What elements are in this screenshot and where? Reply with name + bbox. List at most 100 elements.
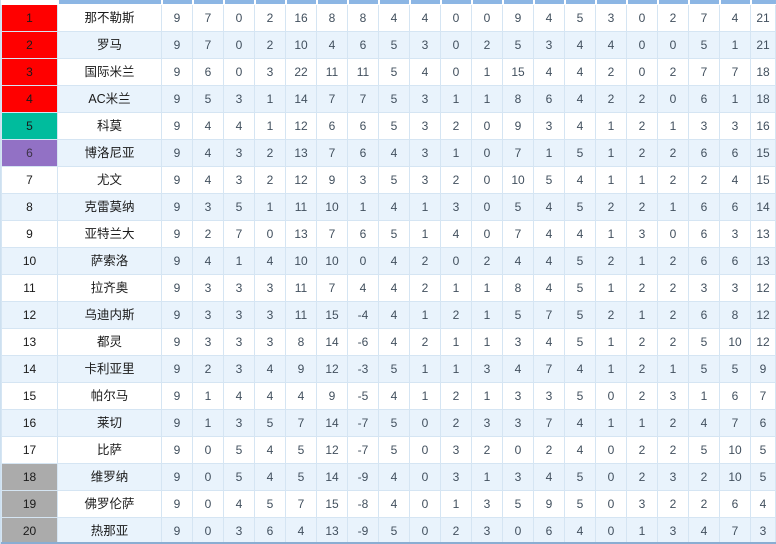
stat-cell: 9 [161, 517, 193, 544]
stat-cell: 4 [378, 328, 410, 356]
stat-cell: 0 [223, 4, 255, 32]
stat-cell: 5 [564, 193, 596, 221]
stat-cell: 1 [440, 328, 472, 356]
stat-cell: 3 [409, 139, 441, 167]
team-name-link[interactable]: 国际米兰 [57, 58, 162, 86]
stat-cell: 1 [471, 328, 503, 356]
stat-cell: 8 [502, 85, 534, 113]
stat-cell: 4 [595, 31, 627, 59]
points-cell: 13 [750, 220, 776, 248]
stat-cell: 2 [254, 139, 286, 167]
stat-cell: 9 [285, 355, 317, 383]
team-name-link[interactable]: 都灵 [57, 328, 162, 356]
team-name-link[interactable]: 帕尔马 [57, 382, 162, 410]
stat-cell: 3 [223, 409, 255, 437]
stat-cell: 1 [409, 355, 441, 383]
stat-cell: 5 [223, 463, 255, 491]
team-name-link[interactable]: 那不勒斯 [57, 4, 162, 32]
stat-cell: 0 [471, 139, 503, 167]
team-name-link[interactable]: 尤文 [57, 166, 162, 194]
stat-cell: 3 [409, 166, 441, 194]
stat-cell: 0 [595, 463, 627, 491]
team-name-link[interactable]: 乌迪内斯 [57, 301, 162, 329]
team-name-link[interactable]: 亚特兰大 [57, 220, 162, 248]
team-name-link[interactable]: 科莫 [57, 112, 162, 140]
stat-cell: 6 [719, 490, 751, 518]
team-name-link[interactable]: 佛罗伦萨 [57, 490, 162, 518]
team-name-link[interactable]: AC米兰 [57, 85, 162, 113]
stat-cell: 3 [440, 436, 472, 464]
team-name-link[interactable]: 博洛尼亚 [57, 139, 162, 167]
stat-cell: 2 [471, 436, 503, 464]
stat-cell: 4 [533, 274, 565, 302]
position-cell: 4 [1, 85, 58, 113]
stat-cell: 2 [595, 58, 627, 86]
table-row: 18 维罗纳 9 0 5 4 5 14 -9 4 0 3 1 3 4 5 0 2 3 2 10 5 [1, 463, 776, 491]
stat-cell: 6 [688, 220, 720, 248]
stat-cell: 3 [254, 58, 286, 86]
stat-cell: 9 [161, 193, 193, 221]
stat-cell: 6 [688, 139, 720, 167]
stat-cell: 6 [719, 247, 751, 275]
stat-cell: 8 [502, 274, 534, 302]
stat-cell: 2 [254, 31, 286, 59]
stat-cell: 6 [688, 301, 720, 329]
stat-cell: 7 [316, 274, 348, 302]
stat-cell: 4 [688, 409, 720, 437]
stat-cell: 3 [502, 463, 534, 491]
stat-cell: 0 [223, 58, 255, 86]
team-name-link[interactable]: 拉齐奥 [57, 274, 162, 302]
stat-cell: 9 [161, 4, 193, 32]
stat-cell: 3 [223, 274, 255, 302]
stat-cell: 5 [502, 301, 534, 329]
stat-cell: 1 [626, 301, 658, 329]
stat-cell: 11 [316, 58, 348, 86]
stat-cell: 5 [378, 355, 410, 383]
team-name-link[interactable]: 热那亚 [57, 517, 162, 544]
team-name-link[interactable]: 卡利亚里 [57, 355, 162, 383]
points-cell: 14 [750, 193, 776, 221]
stat-cell: 6 [688, 85, 720, 113]
stat-cell: 7 [192, 31, 224, 59]
team-name-link[interactable]: 比萨 [57, 436, 162, 464]
stat-cell: 0 [502, 517, 534, 544]
team-name-link[interactable]: 萨索洛 [57, 247, 162, 275]
stat-cell: 4 [378, 382, 410, 410]
position-cell: 14 [1, 355, 58, 383]
stat-cell: 9 [161, 112, 193, 140]
stat-cell: 7 [316, 139, 348, 167]
stat-cell: 9 [161, 409, 193, 437]
stat-cell: -4 [347, 301, 379, 329]
stat-cell: 5 [285, 436, 317, 464]
stat-cell: 3 [595, 4, 627, 32]
table-row: 6 博洛尼亚 9 4 3 2 13 7 6 4 3 1 0 7 1 5 1 2 2 6 6 15 [1, 139, 776, 167]
stat-cell: 4 [533, 58, 565, 86]
stat-cell: 0 [626, 31, 658, 59]
stat-cell: 9 [161, 382, 193, 410]
stat-cell: 9 [161, 274, 193, 302]
stat-cell: 3 [471, 355, 503, 383]
stat-cell: 4 [192, 139, 224, 167]
team-name-link[interactable]: 罗马 [57, 31, 162, 59]
stat-cell: 3 [626, 220, 658, 248]
stat-cell: 1 [657, 355, 689, 383]
stat-cell: 3 [254, 328, 286, 356]
stat-cell: 5 [378, 85, 410, 113]
table-row: 4 AC米兰 9 5 3 1 14 7 7 5 3 1 1 8 6 4 2 2 0 6 1 18 [1, 85, 776, 113]
stat-cell: 4 [223, 490, 255, 518]
stat-cell: 7 [285, 490, 317, 518]
stat-cell: 0 [595, 382, 627, 410]
stat-cell: 7 [347, 85, 379, 113]
stat-cell: 4 [378, 301, 410, 329]
stat-cell: 5 [564, 274, 596, 302]
team-name-link[interactable]: 克雷莫纳 [57, 193, 162, 221]
stat-cell: 0 [409, 517, 441, 544]
stat-cell: 9 [161, 31, 193, 59]
stat-cell: 5 [285, 463, 317, 491]
stat-cell: 1 [471, 85, 503, 113]
team-name-link[interactable]: 莱切 [57, 409, 162, 437]
team-name-link[interactable]: 维罗纳 [57, 463, 162, 491]
stat-cell: 3 [626, 490, 658, 518]
stat-cell: 4 [254, 247, 286, 275]
